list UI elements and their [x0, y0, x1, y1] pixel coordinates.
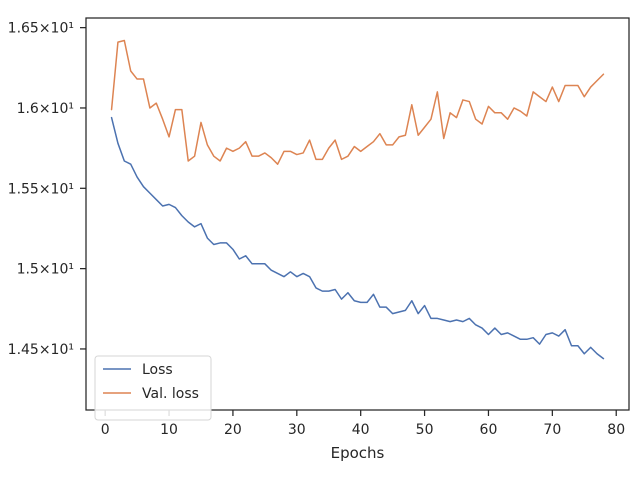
y-axis: 1.45×10¹ 1.5×10¹ 1.55×10¹ 1.6×10¹ 1.65×10¹	[8, 21, 86, 358]
x-tick-label: 50	[416, 422, 434, 438]
legend-box	[94, 355, 212, 421]
x-tick-label: 0	[101, 422, 110, 438]
series-line-loss	[110, 116, 605, 360]
plot-frame	[85, 17, 630, 411]
x-tick-label: 10	[160, 422, 178, 438]
x-tick-label: 30	[288, 422, 306, 438]
y-tick-label: 1.55×10¹	[8, 181, 74, 197]
x-tick-label: 20	[224, 422, 242, 438]
y-tick-label: 1.65×10¹	[8, 21, 74, 37]
x-axis-title: Epochs	[331, 444, 385, 462]
x-tick-label: 40	[352, 422, 370, 438]
x-axis: 0 10 20 30 40 50 60 70 80	[101, 410, 625, 438]
legend-label: Val. loss	[142, 386, 199, 402]
legend: Loss Val. loss	[94, 355, 212, 421]
x-tick-label: 80	[607, 422, 625, 438]
legend-label: Loss	[142, 362, 173, 378]
series-layer	[110, 39, 605, 360]
series-line-val-loss	[110, 39, 605, 165]
y-tick-label: 1.45×10¹	[8, 342, 74, 358]
y-tick-label: 1.6×10¹	[17, 101, 74, 117]
x-tick-label: 60	[480, 422, 498, 438]
y-tick-label: 1.5×10¹	[17, 262, 74, 278]
x-tick-label: 70	[543, 422, 561, 438]
